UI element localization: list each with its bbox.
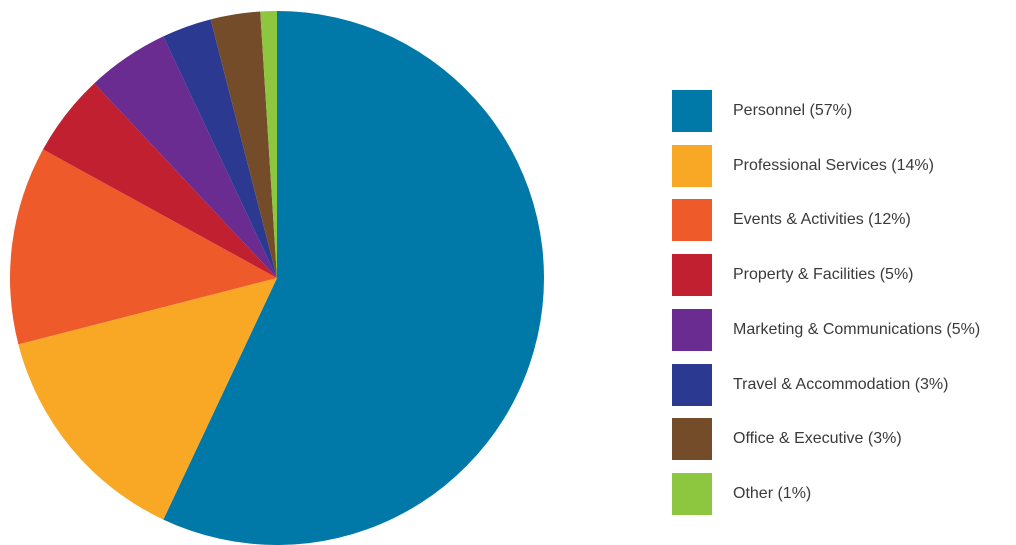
pie-slice-office-executive [210, 11, 277, 279]
legend-label: Personnel (57%) [733, 102, 853, 119]
legend-item-office-executive: Office & Executive (3%) [672, 418, 1016, 461]
pie-slice-events-activities [10, 149, 278, 345]
legend-swatch [672, 308, 712, 351]
pie-chart [10, 11, 545, 545]
legend-label: Marketing & Communications (5%) [733, 320, 981, 338]
pie-slice-marketing-communications [94, 36, 277, 278]
legend-label: Property & Facilities (5%) [733, 266, 914, 284]
legend-swatch [672, 144, 712, 187]
legend-label: Office & Executive (3%) [733, 430, 902, 448]
legend-swatch [672, 254, 712, 297]
legend-item-marketing-communications: Marketing & Communications (5%) [672, 308, 1016, 351]
legend-label: Travel & Accommodation (3%) [733, 375, 949, 393]
legend-label: Events & Activities (12%) [733, 211, 911, 229]
legend-item-events-activities: Events & Activities (12%) [672, 199, 1016, 242]
legend-item-personnel: Personnel (57%) [672, 90, 1016, 132]
legend-label: Other (1%) [733, 484, 812, 502]
legend-swatch [672, 90, 712, 132]
pie-slice-professional-services [18, 278, 277, 520]
legend-item-travel-accommodation: Travel & Accommodation (3%) [672, 363, 1016, 406]
legend-item-professional-services: Professional Services (14%) [672, 144, 1016, 187]
legend-swatch [672, 199, 712, 242]
legend-swatch [672, 472, 712, 515]
legend-item-property-facilities: Property & Facilities (5%) [672, 254, 1016, 297]
pie-slice-other [260, 11, 277, 278]
legend-label: Professional Services (14%) [733, 156, 934, 174]
legend-swatch [672, 418, 712, 461]
pie-slice-travel-accommodation [163, 19, 277, 278]
legend-swatch [672, 363, 712, 406]
pie-slice-property-facilities [43, 83, 277, 278]
pie-slice-personnel [163, 11, 545, 545]
legend-item-other: Other (1%) [672, 472, 1016, 515]
